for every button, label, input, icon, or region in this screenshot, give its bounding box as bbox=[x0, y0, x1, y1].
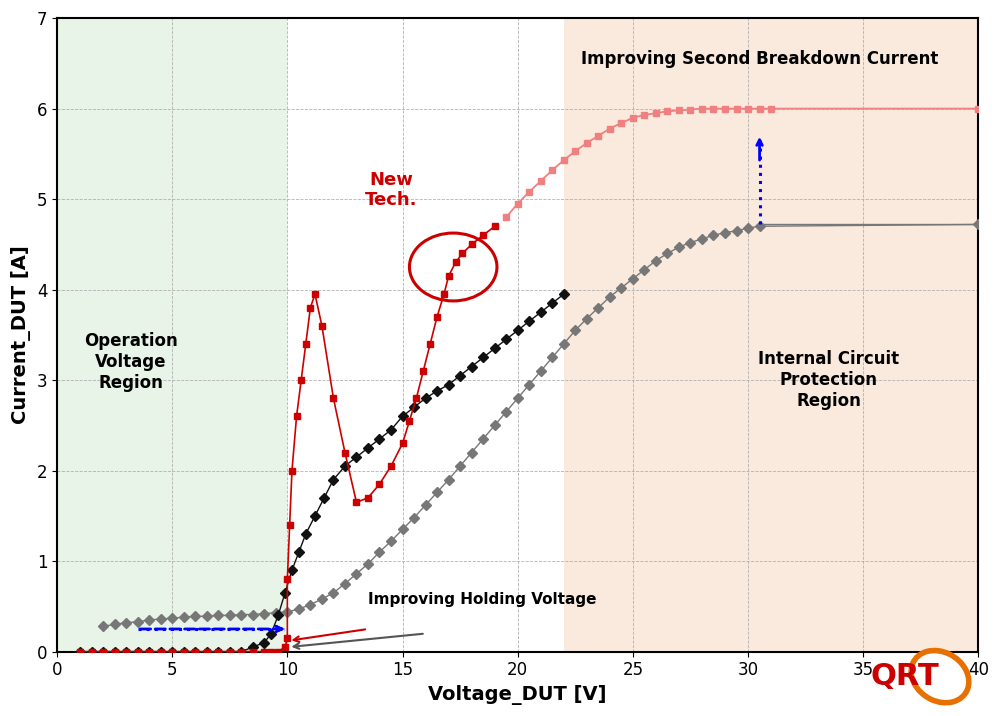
Text: QRT: QRT bbox=[871, 662, 939, 691]
Text: New
Tech.: New Tech. bbox=[365, 170, 417, 210]
Bar bbox=[564, 18, 978, 652]
Y-axis label: Current_DUT [A]: Current_DUT [A] bbox=[11, 246, 31, 425]
Text: Improving Holding Voltage: Improving Holding Voltage bbox=[368, 591, 596, 606]
Text: Internal Circuit
Protection
Region: Internal Circuit Protection Region bbox=[758, 350, 899, 410]
Bar bbox=[57, 18, 287, 652]
X-axis label: Voltage_DUT [V]: Voltage_DUT [V] bbox=[428, 685, 607, 705]
Text: Operation
Voltage
Region: Operation Voltage Region bbox=[84, 332, 178, 392]
Text: Improving Second Breakdown Current: Improving Second Breakdown Current bbox=[581, 50, 938, 68]
